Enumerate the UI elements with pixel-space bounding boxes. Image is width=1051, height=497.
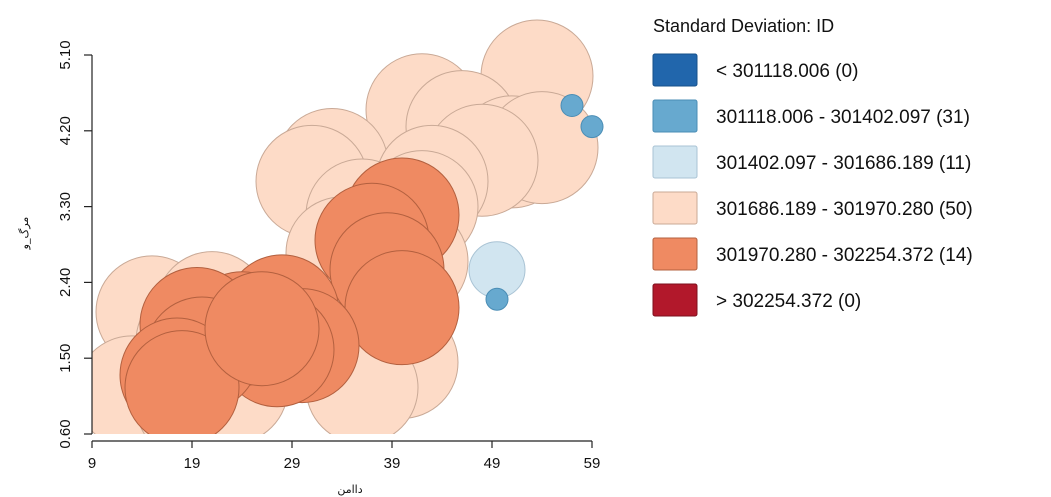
y-tick-label: 1.50 (57, 344, 74, 373)
data-point (124, 330, 240, 434)
data-point (560, 94, 584, 118)
y-tick-label: 2.40 (57, 268, 74, 297)
legend-label: 301118.006 - 301402.097 (31) (716, 107, 970, 128)
legend-swatch (652, 237, 698, 271)
data-point (485, 287, 509, 311)
legend: Standard Deviation: ID < 301118.006 (0) 3… (652, 16, 973, 317)
x-tick-label: 59 (584, 455, 601, 472)
legend-swatch (652, 53, 698, 87)
y-axis-title: مرگ_و (18, 217, 31, 251)
legend-label: > 302254.372 (0) (716, 291, 861, 312)
x-tick-label: 29 (284, 455, 301, 472)
legend-label: < 301118.006 (0) (716, 61, 858, 82)
axes: 0.60 1.50 2.40 3.30 4.20 5.10 9 19 29 39 49 59 داا… (18, 40, 600, 496)
y-tick-label: 3.30 (57, 192, 74, 221)
legend-swatch (652, 283, 698, 317)
data-point (344, 250, 460, 366)
legend-label: 301970.280 - 302254.372 (14) (716, 245, 973, 266)
legend-label: 301686.189 - 301970.280 (50) (716, 199, 973, 220)
legend-swatch (652, 145, 698, 179)
x-tick-label: 49 (484, 455, 501, 472)
y-tick-label: 0.60 (57, 419, 74, 448)
x-tick-label: 19 (184, 455, 201, 472)
y-tick-label: 4.20 (57, 116, 74, 145)
data-point (580, 115, 604, 139)
points-layer (92, 19, 604, 434)
y-tick-label: 5.10 (57, 40, 74, 69)
legend-swatch (652, 99, 698, 133)
x-tick-label: 39 (384, 455, 401, 472)
x-tick-label: 9 (88, 455, 96, 472)
y-ticks: 0.60 1.50 2.40 3.30 4.20 5.10 (57, 40, 92, 449)
data-point (204, 271, 320, 387)
legend-swatch (652, 191, 698, 225)
x-ticks: 9 19 29 39 49 59 (88, 441, 601, 472)
legend-label: 301402.097 - 301686.189 (11) (716, 153, 971, 174)
x-axis-title: داامن (337, 483, 362, 496)
legend-title: Standard Deviation: ID (653, 16, 834, 36)
